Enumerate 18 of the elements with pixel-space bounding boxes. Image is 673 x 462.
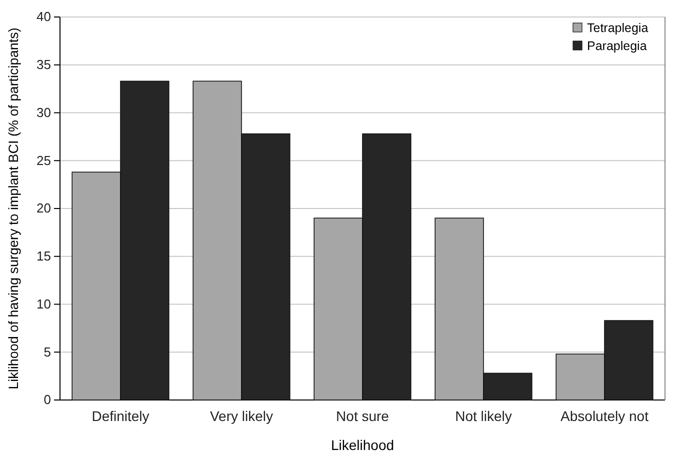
y-axis-title: Liklihood of having surgery to implant BCI (% of participants): [6, 28, 21, 390]
x-tick-label: Absolutely not: [560, 408, 649, 424]
x-tick-label: Not sure: [336, 408, 390, 424]
x-axis-title: Likelihood: [330, 437, 394, 453]
y-tick-label: 25: [36, 152, 51, 168]
y-tick-label: 30: [36, 104, 51, 120]
legend-label: Tetraplegia: [587, 21, 648, 35]
y-tick-label: 10: [36, 296, 51, 312]
x-tick-label: Very likely: [210, 408, 274, 424]
y-tick-label: 0: [44, 392, 51, 408]
x-tick-label: Not likely: [455, 408, 512, 424]
y-tick-label: 40: [36, 9, 51, 24]
x-tick-label: Definitely: [92, 408, 150, 424]
y-tick-label: 5: [44, 344, 51, 360]
y-tick-label: 35: [36, 57, 51, 72]
legend-label: Paraplegia: [587, 39, 647, 53]
y-tick-label: 15: [36, 248, 51, 264]
y-tick-label: 20: [36, 200, 51, 216]
